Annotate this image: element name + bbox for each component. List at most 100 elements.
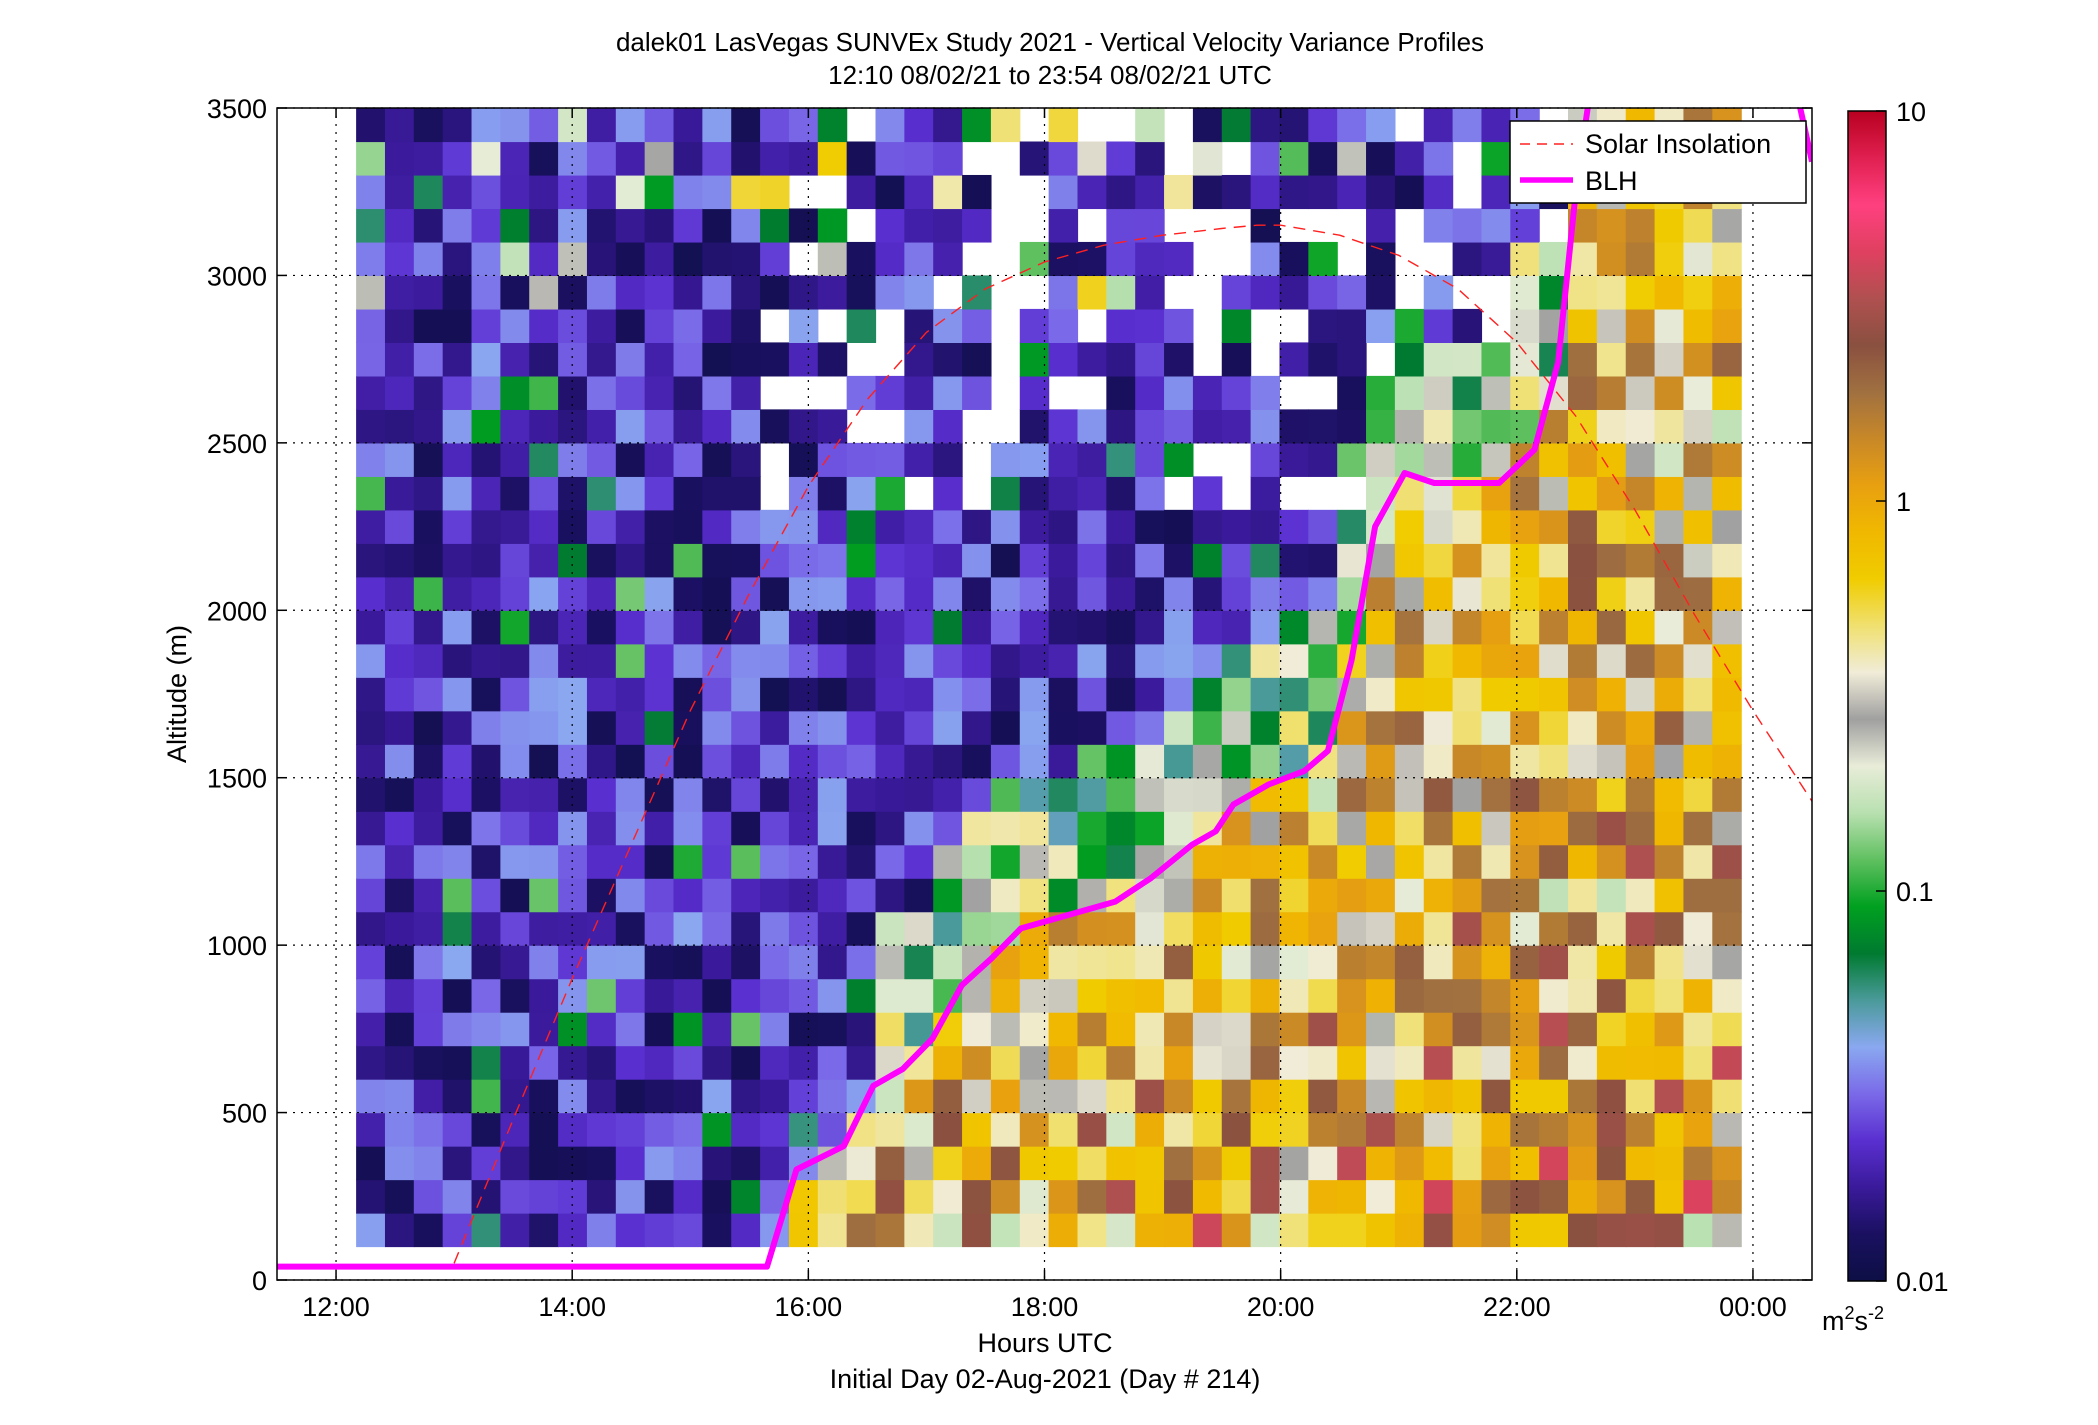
heatmap-cell	[558, 777, 588, 812]
heatmap-cell	[1654, 1012, 1685, 1047]
heatmap-cell	[702, 945, 732, 980]
heatmap-cell	[1250, 1012, 1281, 1047]
heatmap-cell	[1596, 1012, 1627, 1047]
heatmap-cell	[1366, 442, 1396, 477]
heatmap-cell	[413, 1079, 444, 1114]
heatmap-cell	[846, 375, 877, 410]
heatmap-cell	[673, 108, 703, 143]
heatmap-cell	[1596, 610, 1627, 645]
y-tick-label: 1000	[207, 931, 267, 961]
heatmap-cell	[1394, 576, 1425, 611]
heatmap-cell	[817, 844, 848, 879]
heatmap-cell	[731, 945, 761, 980]
heatmap-cell	[702, 710, 732, 745]
heatmap-cell	[1596, 643, 1627, 678]
heatmap-cell	[846, 978, 877, 1013]
heatmap-cell	[615, 1079, 646, 1114]
heatmap-cell	[1366, 174, 1396, 210]
heatmap-cell	[731, 1213, 761, 1248]
heatmap-cell	[1077, 777, 1107, 812]
heatmap-cell	[1337, 1112, 1367, 1147]
heatmap-cell	[1221, 1112, 1252, 1147]
heatmap-cell	[384, 108, 415, 143]
heatmap-cell	[1712, 1179, 1742, 1214]
colorbar-tick-label: 1	[1896, 487, 1911, 517]
heatmap-cell	[500, 208, 530, 243]
colorbar-tick-label: 0.1	[1896, 877, 1934, 907]
heatmap-cell	[1625, 945, 1656, 980]
heatmap-cell	[1106, 1146, 1136, 1181]
heatmap-cell	[1192, 375, 1223, 410]
heatmap-cell	[817, 275, 848, 310]
heatmap-cell	[1712, 844, 1742, 879]
heatmap-cell	[1164, 744, 1194, 779]
heatmap-cell	[442, 1012, 473, 1047]
heatmap-cell	[1135, 1112, 1165, 1147]
heatmap-cell	[500, 777, 530, 812]
heatmap-cell	[1712, 476, 1742, 511]
heatmap-cell	[1568, 878, 1598, 913]
heatmap-cell	[817, 342, 848, 377]
heatmap-cell	[615, 744, 646, 779]
colorbar-ticks: 0.01 0.1 1 10	[1876, 97, 1949, 1297]
heatmap-cell	[1683, 1012, 1713, 1047]
heatmap-cell	[1308, 1146, 1338, 1181]
heatmap-cell	[1135, 710, 1165, 745]
heatmap-cell	[1279, 1012, 1309, 1047]
heatmap-cell	[1337, 141, 1367, 176]
heatmap-cell	[1250, 108, 1281, 143]
heatmap-cell	[1048, 576, 1079, 611]
heatmap-cell	[442, 811, 473, 846]
heatmap-cell	[1568, 978, 1598, 1013]
heatmap-cell	[615, 375, 646, 410]
heatmap-cell	[904, 576, 934, 611]
heatmap-cell	[442, 342, 473, 377]
heatmap-cell	[933, 108, 963, 143]
heatmap-cell	[1481, 1012, 1511, 1047]
heatmap-cell	[356, 241, 386, 277]
heatmap-cell	[760, 241, 790, 277]
heatmap-cell	[615, 1179, 646, 1214]
heatmap-cell	[500, 610, 530, 645]
heatmap-cell	[1337, 844, 1367, 879]
heatmap-cell	[1654, 476, 1685, 511]
heatmap-cell	[529, 1146, 559, 1181]
heatmap-cell	[1308, 576, 1338, 611]
heatmap-cell	[1077, 1079, 1107, 1114]
heatmap-cell	[1308, 141, 1338, 176]
heatmap-cell	[1250, 677, 1281, 712]
heatmap-cell	[1077, 710, 1107, 745]
heatmap-cell	[1510, 576, 1540, 611]
heatmap-cell	[529, 610, 559, 645]
heatmap-cell	[356, 1012, 386, 1047]
heatmap-cell	[1279, 1179, 1309, 1214]
grid	[277, 107, 1812, 1281]
heatmap-cell	[1019, 945, 1050, 980]
heatmap-cell	[1135, 1146, 1165, 1181]
heatmap-cell	[442, 476, 473, 511]
heatmap-cell	[1019, 1213, 1050, 1248]
heatmap-cell	[442, 1179, 473, 1214]
heatmap-cell	[586, 543, 617, 578]
heatmap-cell	[962, 777, 992, 812]
heatmap-cell	[442, 141, 473, 176]
heatmap-cell	[962, 1179, 992, 1214]
heatmap-cell	[1308, 643, 1338, 678]
heatmap-cell	[558, 509, 588, 544]
heatmap-cell	[442, 174, 473, 210]
heatmap-cell	[1596, 308, 1627, 343]
heatmap-cell	[1510, 844, 1540, 879]
heatmap-cell	[586, 409, 617, 444]
heatmap-cell	[644, 174, 675, 210]
legend-solar-label: Solar Insolation	[1585, 129, 1771, 159]
heatmap-cell	[1452, 643, 1483, 678]
heatmap-cell	[1423, 1146, 1454, 1181]
heatmap-cell	[1568, 1112, 1598, 1147]
heatmap-cell	[1423, 208, 1454, 243]
heatmap-cell	[904, 543, 934, 578]
heatmap-cell	[558, 174, 588, 210]
heatmap-cell	[356, 811, 386, 846]
heatmap-cell	[760, 1079, 790, 1114]
heatmap-cell	[442, 208, 473, 243]
heatmap-cell	[1279, 945, 1309, 980]
